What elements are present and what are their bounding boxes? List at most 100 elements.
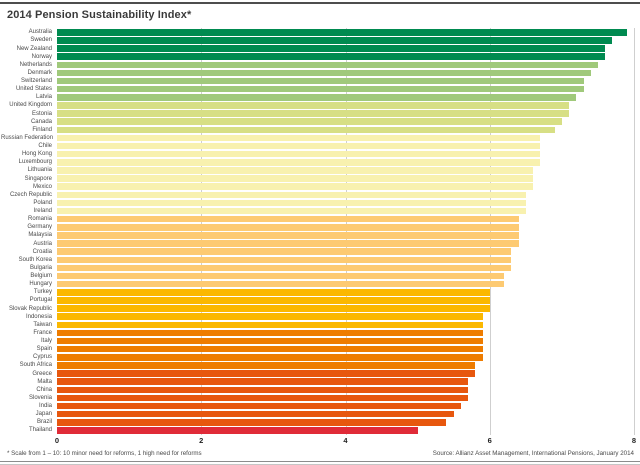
value-bar bbox=[57, 313, 483, 320]
bar-row: Brazil bbox=[1, 419, 634, 426]
bar-country-label: Russian Federation bbox=[1, 134, 54, 141]
bar-row: Taiwan bbox=[1, 321, 634, 328]
bar-track bbox=[57, 69, 634, 77]
bar-country-label: Malaysia bbox=[28, 232, 52, 239]
bar-track bbox=[57, 402, 634, 410]
bar-country-label: Czech Republic bbox=[9, 191, 52, 198]
value-bar bbox=[57, 134, 541, 142]
bar-track bbox=[57, 126, 634, 133]
bar-track bbox=[57, 305, 634, 312]
gridlines bbox=[1, 28, 635, 435]
value-bar bbox=[57, 264, 512, 272]
bar-country-label: Norway bbox=[31, 53, 52, 60]
bar-track bbox=[57, 280, 634, 288]
bar-track bbox=[57, 224, 634, 231]
bar-track bbox=[57, 85, 634, 93]
bar-track bbox=[57, 94, 634, 101]
value-bar bbox=[57, 362, 476, 369]
x-tick-label: 4 bbox=[343, 436, 348, 445]
bar-row: Poland bbox=[1, 199, 634, 207]
value-bar bbox=[57, 61, 598, 68]
value-bar bbox=[57, 94, 577, 101]
value-bar bbox=[57, 45, 606, 52]
bar-track bbox=[57, 102, 634, 109]
bar-track bbox=[57, 29, 634, 36]
bar-track bbox=[57, 321, 634, 328]
bar-row: Japan bbox=[1, 410, 634, 418]
bar-track bbox=[57, 134, 634, 142]
scale-footnote: * Scale from 1 – 10: 10 minor need for r… bbox=[7, 450, 202, 457]
bar-row: Croatia bbox=[1, 248, 634, 255]
bar-track bbox=[57, 289, 634, 296]
bar-track bbox=[57, 159, 634, 166]
bar-row: Italy bbox=[1, 337, 634, 345]
vertical-gridline bbox=[489, 28, 491, 435]
value-bar bbox=[57, 159, 541, 166]
value-bar bbox=[57, 53, 606, 60]
vertical-gridline bbox=[201, 28, 203, 435]
bar-track bbox=[57, 362, 634, 369]
bar-track bbox=[57, 240, 634, 247]
value-bar bbox=[57, 410, 454, 418]
bar-country-label: Turkey bbox=[33, 289, 52, 296]
x-tick-label: 6 bbox=[487, 436, 492, 445]
value-bar bbox=[57, 386, 469, 393]
source-credit: Source: Allianz Asset Management, Intern… bbox=[432, 450, 634, 457]
bar-country-label: Bulgaria bbox=[29, 264, 52, 271]
value-bar bbox=[57, 248, 512, 255]
bar-track bbox=[57, 232, 634, 239]
value-bar bbox=[57, 191, 526, 198]
bar-row: Malta bbox=[1, 378, 634, 385]
bar-row: Ireland bbox=[1, 207, 634, 215]
value-bar bbox=[57, 280, 505, 288]
bar-row: Germany bbox=[1, 224, 634, 231]
bar-country-label: Japan bbox=[35, 411, 52, 418]
bar-country-label: Ireland bbox=[33, 208, 52, 214]
bar-row: Thailand bbox=[1, 427, 634, 434]
bar-row: United States bbox=[1, 85, 634, 93]
value-bar bbox=[57, 142, 541, 150]
value-bar bbox=[57, 29, 627, 36]
bar-country-label: Thailand bbox=[28, 427, 52, 434]
bar-row: Finland bbox=[1, 126, 634, 133]
bar-track bbox=[57, 370, 634, 377]
bar-row: Latvia bbox=[1, 94, 634, 101]
bar-track bbox=[57, 386, 634, 393]
value-bar bbox=[57, 305, 490, 312]
bar-row: South Korea bbox=[1, 256, 634, 263]
value-bar bbox=[57, 199, 526, 207]
bar-track bbox=[57, 191, 634, 198]
bar-country-label: Romania bbox=[27, 216, 52, 223]
bar-row: United Kingdom bbox=[1, 102, 634, 109]
bar-track bbox=[57, 110, 634, 117]
value-bar bbox=[57, 232, 519, 239]
bar-country-label: Austria bbox=[33, 240, 52, 247]
bar-row: Slovak Republic bbox=[1, 305, 634, 312]
bar-track bbox=[57, 183, 634, 190]
bar-country-label: Singapore bbox=[24, 175, 52, 182]
bar-track bbox=[57, 248, 634, 255]
bar-track bbox=[57, 272, 634, 280]
value-bar bbox=[57, 110, 570, 117]
bar-row: Estonia bbox=[1, 110, 634, 117]
bar-row: South Africa bbox=[1, 362, 634, 369]
value-bar bbox=[57, 329, 483, 337]
bar-row: India bbox=[1, 402, 634, 410]
bar-country-label: Mexico bbox=[32, 183, 52, 190]
footer: * Scale from 1 – 10: 10 minor need for r… bbox=[7, 450, 634, 457]
bar-country-label: Netherlands bbox=[19, 61, 52, 68]
bar-track bbox=[57, 215, 634, 223]
bar-track bbox=[57, 394, 634, 402]
bar-row: Netherlands bbox=[1, 61, 634, 68]
bar-country-label: Canada bbox=[30, 118, 52, 125]
bar-track bbox=[57, 329, 634, 337]
bar-row: Spain bbox=[1, 345, 634, 353]
bar-country-label: Lithuania bbox=[27, 167, 52, 174]
bar-country-label: Latvia bbox=[35, 94, 52, 101]
bar-country-label: Finland bbox=[32, 126, 52, 133]
x-tick-label: 8 bbox=[631, 436, 637, 445]
bar-country-label: Hungary bbox=[29, 281, 52, 288]
bar-country-label: Poland bbox=[33, 199, 52, 206]
bar-row: Chile bbox=[1, 142, 634, 150]
bar-row: Hungary bbox=[1, 280, 634, 288]
